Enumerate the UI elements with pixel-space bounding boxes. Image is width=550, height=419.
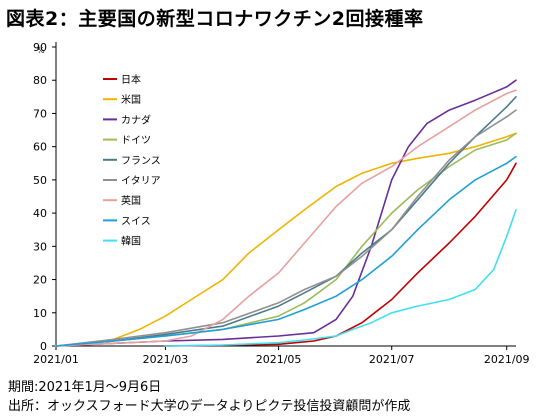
x-axis: 2021/01 2021/03 2021/05 2021/07 2021/09	[33, 345, 530, 366]
legend-label: カナダ	[121, 113, 151, 126]
x-tick-label: 2021/09	[484, 353, 530, 366]
x-tick-label: 2021/07	[369, 353, 415, 366]
period-note: 期間:2021年1月～9月6日	[8, 380, 162, 395]
x-tick-label: 2021/03	[143, 353, 189, 366]
y-tick-label: 60	[33, 141, 47, 154]
y-tick-label: 30	[33, 240, 47, 253]
legend-label: 日本	[121, 73, 141, 86]
y-unit-label: %	[37, 46, 45, 55]
legend-label: フランス	[121, 155, 161, 167]
legend-label: イタリア	[121, 175, 161, 187]
legend-label: ドイツ	[121, 136, 151, 147]
legend-label: スイス	[121, 216, 151, 227]
series-line-9	[164, 209, 517, 347]
y-tick-label: 10	[33, 307, 47, 320]
y-axis: 0 10 20 30 40 50 60 70 80 90%	[33, 41, 57, 353]
y-tick-label: 90	[33, 41, 47, 54]
series-line-6	[55, 109, 517, 347]
x-tick-label: 2021/05	[256, 353, 302, 366]
y-tick-label: 50	[33, 174, 47, 187]
y-tick-label: 0	[40, 340, 47, 353]
series-line-2	[55, 132, 517, 347]
source-note: 出所：オックスフォード大学のデータよりピクテ投信投資顧問が作成	[8, 399, 411, 414]
y-tick-label: 40	[33, 207, 47, 220]
series-line-1	[164, 162, 517, 347]
page-title: 図表2：主要国の新型コロナワクチン2回接種率	[6, 8, 424, 30]
series-layer	[55, 79, 517, 347]
series-line-8	[55, 155, 517, 347]
legend-label: 英国	[121, 194, 141, 207]
y-tick-label: 20	[33, 274, 47, 287]
series-line-7	[55, 89, 517, 347]
y-tick-label: 70	[33, 107, 47, 120]
legend-label: 韓国	[121, 236, 141, 248]
legend-label: 米国	[121, 93, 141, 106]
x-tick-label: 2021/01	[33, 353, 79, 366]
y-tick-label: 80	[33, 74, 47, 87]
